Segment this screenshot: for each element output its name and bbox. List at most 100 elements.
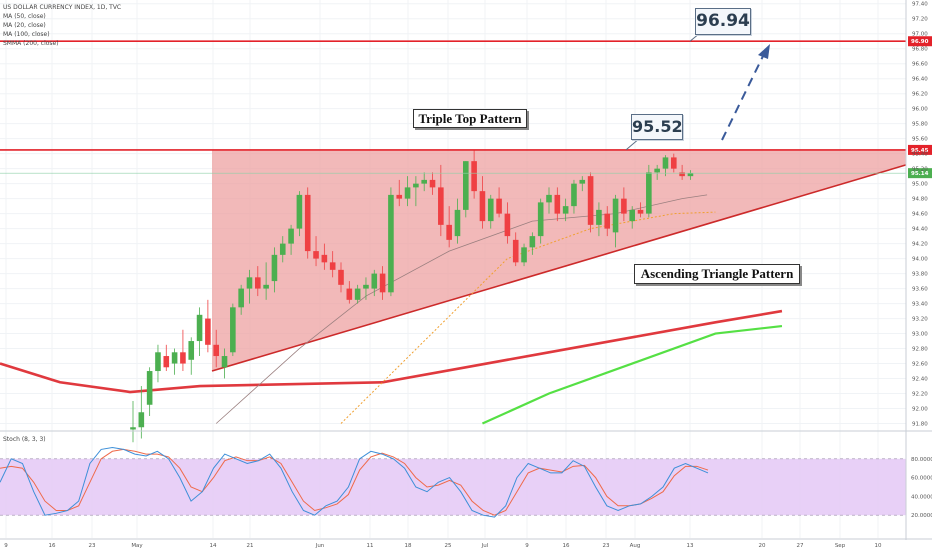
stoch-band bbox=[0, 458, 906, 516]
arrow-head-icon bbox=[758, 44, 770, 59]
x-tick-label: 10 bbox=[875, 543, 882, 549]
projection-arrow bbox=[721, 53, 765, 141]
y-tick-label: 97.40 bbox=[912, 2, 928, 8]
candle-body bbox=[654, 168, 660, 173]
candle-body bbox=[579, 179, 586, 184]
candle-body bbox=[396, 194, 403, 199]
y-tick-label: 94.00 bbox=[912, 257, 928, 263]
y-tick-label: 92.80 bbox=[912, 347, 928, 353]
x-tick-label: 9 bbox=[525, 543, 529, 549]
candle-body bbox=[562, 206, 569, 214]
y-tick-label: 92.20 bbox=[912, 392, 928, 398]
candle-body bbox=[537, 202, 544, 237]
candle-body bbox=[180, 352, 186, 364]
candle-body bbox=[271, 254, 278, 282]
candle-body bbox=[687, 173, 694, 177]
ma-green-line bbox=[481, 324, 783, 425]
legend: US DOLLAR CURRENCY INDEX, 1D, TVC MA (50… bbox=[3, 3, 121, 48]
y-tick-label: 94.60 bbox=[912, 212, 928, 218]
x-tick-label: Jul bbox=[481, 543, 489, 549]
candle-body bbox=[404, 187, 411, 199]
candle-body bbox=[629, 209, 635, 222]
y-tick-label: 96.20 bbox=[912, 92, 928, 98]
ascending-triangle-label: Ascending Triangle Pattern bbox=[634, 264, 800, 284]
candle-body bbox=[238, 288, 244, 308]
ascending-triangle bbox=[211, 149, 907, 372]
candle-body bbox=[621, 198, 627, 214]
last-price-badge bbox=[908, 168, 932, 179]
stoch-d-line bbox=[0, 448, 709, 516]
y-tick-label: 93.40 bbox=[912, 302, 928, 308]
candle-body bbox=[346, 288, 353, 300]
last-price-badge-text: 95.14 bbox=[911, 171, 929, 177]
candle-body bbox=[604, 213, 611, 229]
candle-body bbox=[146, 371, 153, 405]
stoch-label: Stoch (8, 3, 3) bbox=[3, 436, 46, 443]
candle-body bbox=[338, 269, 344, 285]
y-tick-label: 95.00 bbox=[912, 182, 928, 188]
candle-body bbox=[421, 179, 427, 184]
y-tick-label: 95.80 bbox=[912, 122, 928, 128]
candle-body bbox=[296, 194, 303, 229]
candle-body bbox=[471, 161, 477, 192]
candle-body bbox=[255, 277, 261, 289]
y-tick-label: 97.20 bbox=[912, 17, 928, 23]
stoch-tick-label: 40.0000 bbox=[911, 494, 932, 500]
candles bbox=[130, 149, 694, 443]
candle-body bbox=[304, 194, 311, 252]
triangle-fill bbox=[212, 149, 906, 372]
y-tick-label: 97.00 bbox=[912, 32, 928, 38]
x-tick-label: 21 bbox=[247, 543, 254, 549]
candle-body bbox=[388, 194, 394, 293]
y-tick-label: 93.60 bbox=[912, 287, 928, 293]
candle-body bbox=[171, 352, 178, 364]
resistance-badge-text: 95.45 bbox=[911, 148, 929, 154]
legend-item: MA (100, close) bbox=[3, 31, 50, 38]
candle-body bbox=[130, 427, 136, 430]
x-tick-label: 13 bbox=[687, 543, 694, 549]
candle-body bbox=[454, 209, 461, 237]
candle-body bbox=[213, 344, 219, 357]
candle-body bbox=[546, 194, 552, 203]
y-tick-label: 92.00 bbox=[912, 407, 928, 413]
candle-body bbox=[429, 179, 436, 188]
candle-body bbox=[504, 213, 511, 237]
legend-item: MA (20, close) bbox=[3, 22, 46, 29]
ma-orange-line bbox=[340, 211, 716, 424]
y-tick-label: 95.20 bbox=[912, 167, 928, 173]
y-tick-label: 91.80 bbox=[912, 422, 928, 428]
candle-body bbox=[205, 318, 211, 345]
candle-body bbox=[496, 198, 502, 214]
candle-body bbox=[637, 209, 644, 214]
candle-body bbox=[196, 314, 203, 342]
y-tick-label: 94.20 bbox=[912, 242, 928, 248]
candle-body bbox=[279, 243, 286, 255]
candle-body bbox=[529, 236, 536, 248]
candle-body bbox=[188, 341, 195, 360]
resistance-badge bbox=[908, 144, 932, 155]
candle-body bbox=[512, 239, 519, 263]
candle-body bbox=[138, 412, 145, 428]
legend-item: MA (50, close) bbox=[3, 13, 46, 20]
y-tick-label: 96.40 bbox=[912, 77, 928, 83]
candle-body bbox=[230, 307, 236, 353]
x-tick-label: 27 bbox=[797, 543, 804, 549]
y-tick-label: 96.80 bbox=[912, 47, 928, 53]
y-tick-label: 95.60 bbox=[912, 137, 928, 143]
moving-averages bbox=[0, 194, 783, 425]
candle-body bbox=[438, 187, 444, 225]
x-tick-label: 23 bbox=[89, 543, 96, 549]
candle-body bbox=[571, 183, 577, 207]
x-tick-label: May bbox=[131, 543, 143, 549]
candle-body bbox=[313, 251, 319, 259]
x-tick-label: 11 bbox=[367, 543, 374, 549]
candle-body bbox=[612, 198, 619, 233]
candle-body bbox=[479, 191, 486, 222]
target-callout: 96.94 bbox=[695, 8, 751, 35]
resistance-callout: 95.52 bbox=[631, 114, 683, 140]
candle-body bbox=[554, 194, 561, 214]
legend-item: SMMA (200, close) bbox=[3, 40, 59, 47]
candle-body bbox=[288, 228, 294, 244]
x-tick-label: Sep bbox=[835, 543, 846, 549]
